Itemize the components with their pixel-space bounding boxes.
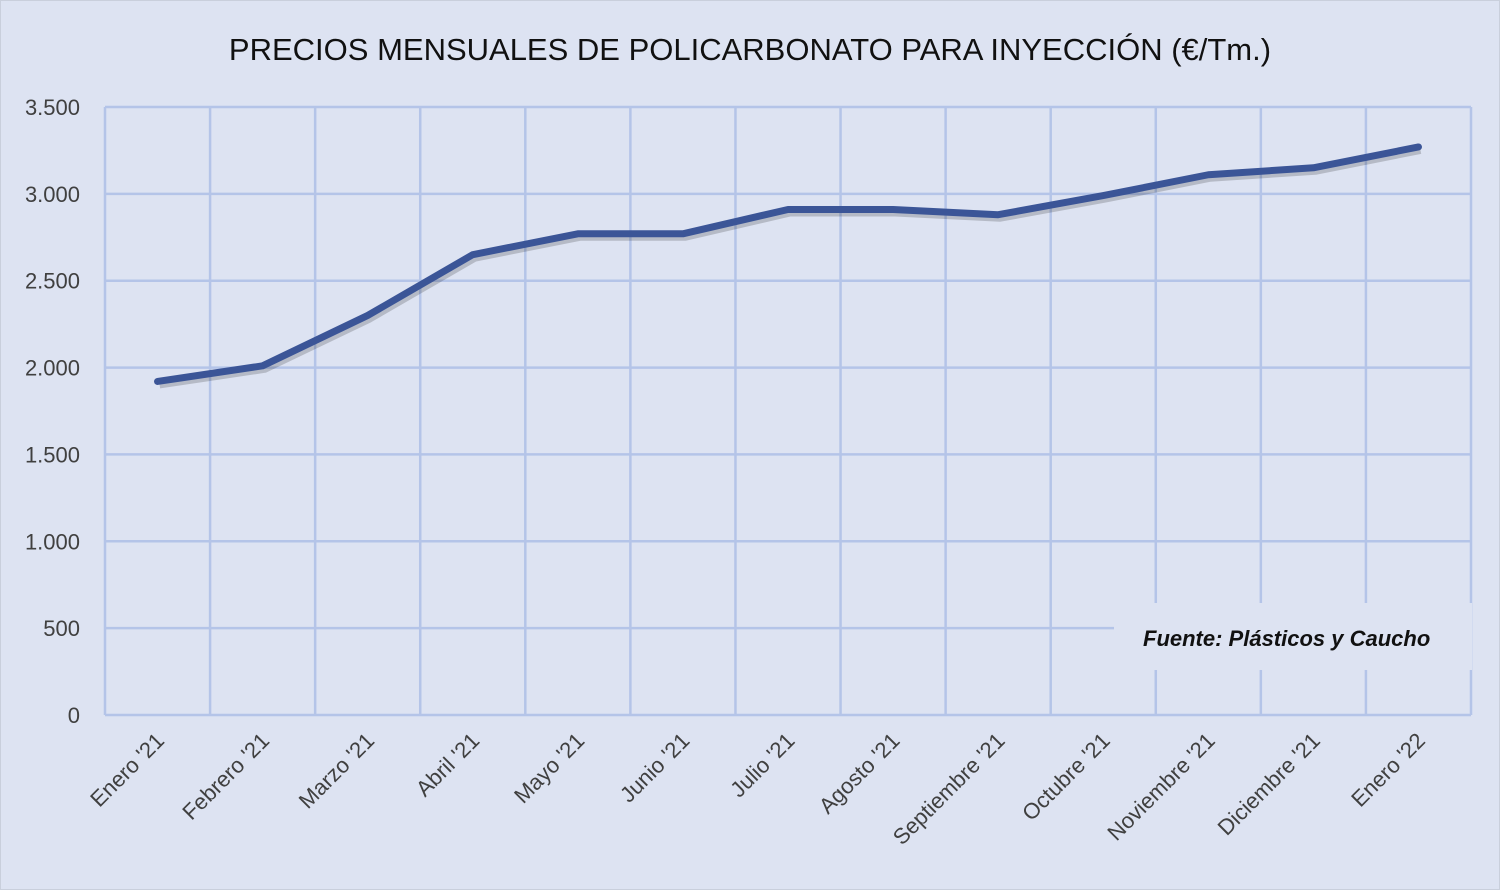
y-tick-label: 500: [43, 616, 80, 641]
y-tick-label: 2.000: [25, 356, 80, 381]
y-tick-label: 0: [68, 703, 80, 728]
chart-title: PRECIOS MENSUALES DE POLICARBONATO PARA …: [229, 32, 1271, 67]
x-tick-label: Agosto '21: [814, 728, 905, 819]
x-tick-label: Junio '21: [615, 728, 694, 807]
x-tick-label: Enero '21: [85, 728, 169, 812]
y-axis: 0 500 1.000 1.500 2.000 2.500 3.000 3.500: [25, 95, 80, 728]
x-tick-label: Noviembre '21: [1102, 728, 1219, 845]
y-tick-label: 2.500: [25, 269, 80, 294]
x-tick-label: Diciembre '21: [1213, 728, 1325, 840]
x-tick-label: Abril '21: [411, 728, 484, 801]
x-axis: Enero '21 Febrero '21 Marzo '21 Abril '21 Ma…: [85, 728, 1430, 850]
series-line: [154, 143, 1422, 385]
x-tick-label: Febrero '21: [177, 728, 274, 825]
y-tick-label: 1.000: [25, 529, 80, 554]
x-tick-label: Julio '21: [725, 728, 799, 802]
x-tick-label: Octubre '21: [1017, 728, 1115, 826]
grid: [103, 105, 1473, 717]
y-tick-label: 1.500: [25, 442, 80, 467]
y-tick-label: 3.500: [25, 95, 80, 120]
source-annotation-text: Fuente: Plásticos y Caucho: [1143, 626, 1430, 651]
x-tick-label: Enero '22: [1346, 728, 1430, 812]
series: [154, 143, 1422, 389]
series-line-shadow: [158, 146, 1422, 389]
x-tick-label: Marzo '21: [294, 728, 379, 813]
source-annotation: Fuente: Plásticos y Caucho: [1114, 603, 1472, 670]
x-tick-label: Septiembre '21: [888, 728, 1010, 850]
x-tick-label: Mayo '21: [509, 728, 589, 808]
y-tick-label: 3.000: [25, 182, 80, 207]
